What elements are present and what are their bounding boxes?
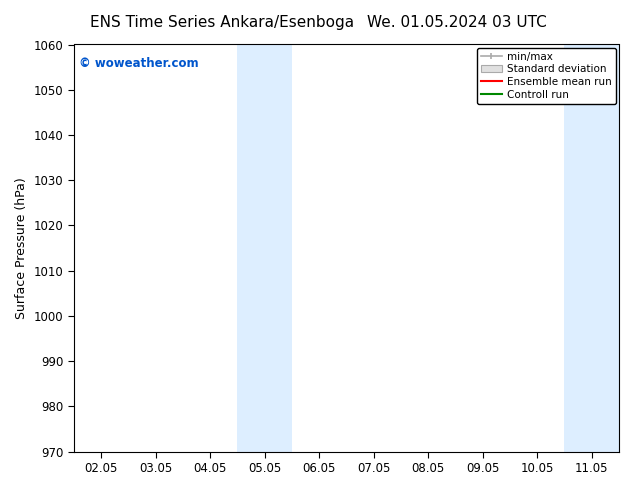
Legend: min/max, Standard deviation, Ensemble mean run, Controll run: min/max, Standard deviation, Ensemble me… (477, 48, 616, 104)
Bar (237, 45, 292, 452)
Bar (564, 45, 619, 452)
Text: ENS Time Series Ankara/Esenboga: ENS Time Series Ankara/Esenboga (90, 15, 354, 30)
Text: We. 01.05.2024 03 UTC: We. 01.05.2024 03 UTC (366, 15, 547, 30)
Y-axis label: Surface Pressure (hPa): Surface Pressure (hPa) (15, 177, 28, 319)
Text: © woweather.com: © woweather.com (79, 57, 199, 70)
